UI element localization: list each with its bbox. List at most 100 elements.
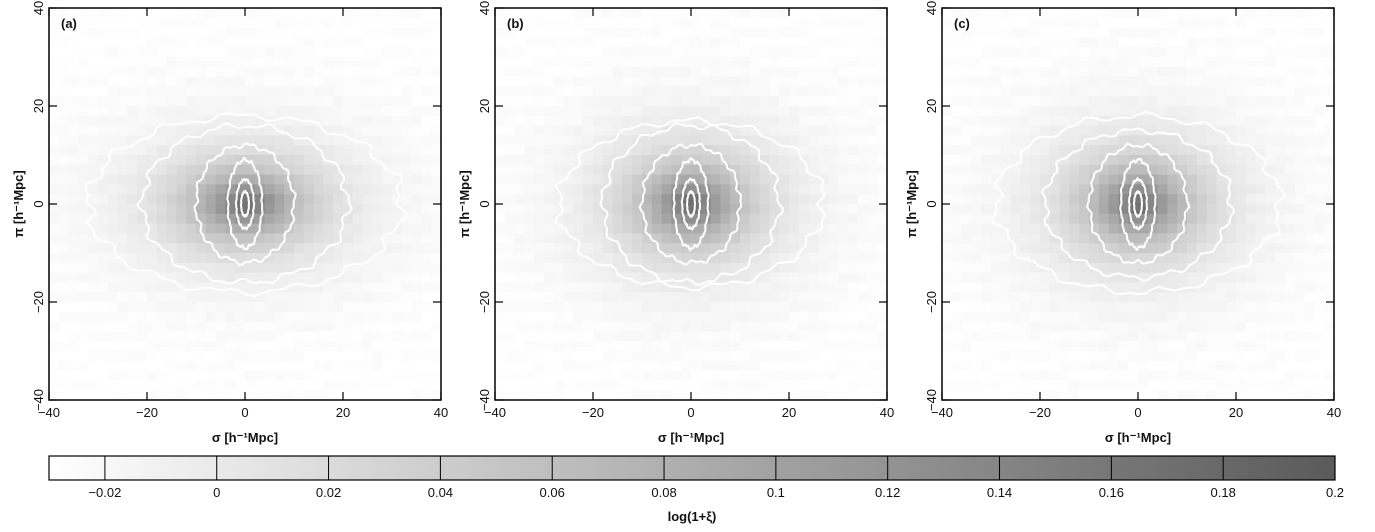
heatmap-cell <box>343 164 354 176</box>
heatmap-cell <box>1030 321 1041 332</box>
heatmap-cell <box>1079 390 1090 401</box>
heatmap-cell <box>1196 253 1208 264</box>
heatmap-cell <box>1030 184 1041 195</box>
heatmap-cell <box>1128 351 1139 362</box>
heatmap-cell <box>1098 213 1110 225</box>
heatmap-cell <box>147 204 158 215</box>
heatmap-cell <box>333 115 344 127</box>
heatmap-cell <box>1000 292 1012 303</box>
heatmap-cell <box>593 194 604 205</box>
x-tick-label: −20 <box>1029 405 1051 420</box>
heatmap-cell <box>1216 76 1227 87</box>
heatmap-cell <box>1020 213 1031 225</box>
heatmap-cell <box>68 282 79 293</box>
heatmap-cell <box>98 311 109 323</box>
heatmap-cell <box>553 204 565 215</box>
heatmap-cell <box>137 184 148 195</box>
heatmap-cell <box>942 204 953 215</box>
heatmap-cell <box>1157 272 1168 283</box>
heatmap-cell <box>1020 390 1031 401</box>
heatmap-cell <box>176 184 187 195</box>
heatmap-cell <box>1030 106 1041 117</box>
heatmap-cell <box>1285 47 1296 58</box>
heatmap-cell <box>1226 380 1237 391</box>
heatmap-cell <box>779 125 790 136</box>
heatmap-cell <box>431 47 442 58</box>
heatmap-cell <box>166 145 177 156</box>
heatmap-cell <box>431 106 442 117</box>
heatmap-cell <box>1030 125 1041 136</box>
heatmap-cell <box>294 390 305 401</box>
heatmap-cell <box>828 66 839 78</box>
heatmap-cell <box>828 106 839 117</box>
heatmap-cell <box>1187 37 1198 48</box>
heatmap-cell <box>1314 135 1325 146</box>
heatmap-cell <box>981 174 992 185</box>
heatmap-cell <box>1108 282 1119 293</box>
heatmap-cell <box>421 390 432 401</box>
heatmap-cell <box>127 380 138 391</box>
heatmap-cell <box>1118 106 1129 117</box>
heatmap-cell <box>818 341 829 352</box>
heatmap-cell <box>147 37 158 48</box>
heatmap-cell <box>720 86 731 97</box>
heatmap-cell <box>951 370 963 381</box>
heatmap-cell <box>681 390 692 401</box>
heatmap-cell <box>294 331 305 342</box>
heatmap-cell <box>1294 145 1306 156</box>
heatmap-cell <box>343 390 354 401</box>
heatmap-cell <box>961 66 972 78</box>
heatmap-cell <box>691 390 702 401</box>
heatmap-cell <box>68 37 79 48</box>
heatmap-cell <box>789 302 800 313</box>
heatmap-cell <box>563 370 574 381</box>
heatmap-cell <box>303 272 315 283</box>
heatmap-cell <box>274 262 285 274</box>
heatmap-cell <box>1245 8 1257 19</box>
heatmap-cell <box>1187 331 1198 342</box>
heatmap-cell <box>1138 351 1149 362</box>
heatmap-cell <box>573 37 584 48</box>
heatmap-cell <box>951 311 963 323</box>
heatmap-cell <box>857 76 868 87</box>
heatmap-cell <box>1206 272 1217 283</box>
heatmap-cell <box>1285 17 1296 29</box>
heatmap-cell <box>632 262 643 274</box>
heatmap-cell <box>1000 380 1012 391</box>
heatmap-cell <box>798 370 810 381</box>
heatmap-cell <box>1187 8 1198 19</box>
heatmap-cell <box>1079 125 1090 136</box>
colorbar-ticks: −0.02 0 0.02 0.04 0.06 0.08 0.1 0.12 0.14 0.16 0.1… <box>88 456 1344 500</box>
heatmap-cell <box>867 86 878 97</box>
heatmap-cell <box>1059 272 1070 283</box>
heatmap-cell <box>981 57 992 68</box>
heatmap-cell <box>274 115 285 127</box>
heatmap-cell <box>1314 272 1325 283</box>
heatmap-cell <box>1030 115 1041 127</box>
heatmap-cell <box>495 262 506 274</box>
heatmap-cell <box>1059 390 1070 401</box>
heatmap-cell <box>98 233 109 244</box>
heatmap-cell <box>789 96 800 107</box>
heatmap-cell <box>730 86 741 97</box>
heatmap-cell <box>991 380 1002 391</box>
heatmap-cell <box>1294 360 1306 372</box>
heatmap-cell <box>681 125 692 136</box>
heatmap-cell <box>710 57 721 68</box>
heatmap-cell <box>1157 86 1168 97</box>
heatmap-cell <box>333 262 344 274</box>
heatmap-cell <box>1324 321 1335 332</box>
heatmap-cell <box>514 145 525 156</box>
heatmap-cell <box>274 204 285 215</box>
heatmap-cell <box>254 380 266 391</box>
heatmap-cell <box>49 47 60 58</box>
heatmap-cell <box>411 106 422 117</box>
heatmap-cell <box>671 233 682 244</box>
heatmap-cell <box>847 184 859 195</box>
heatmap-cell <box>274 233 285 244</box>
heatmap-cell <box>730 370 741 381</box>
heatmap-cell <box>1206 321 1217 332</box>
heatmap-cell <box>1020 272 1031 283</box>
heatmap-cell <box>98 213 109 225</box>
heatmap-cell <box>759 213 770 225</box>
